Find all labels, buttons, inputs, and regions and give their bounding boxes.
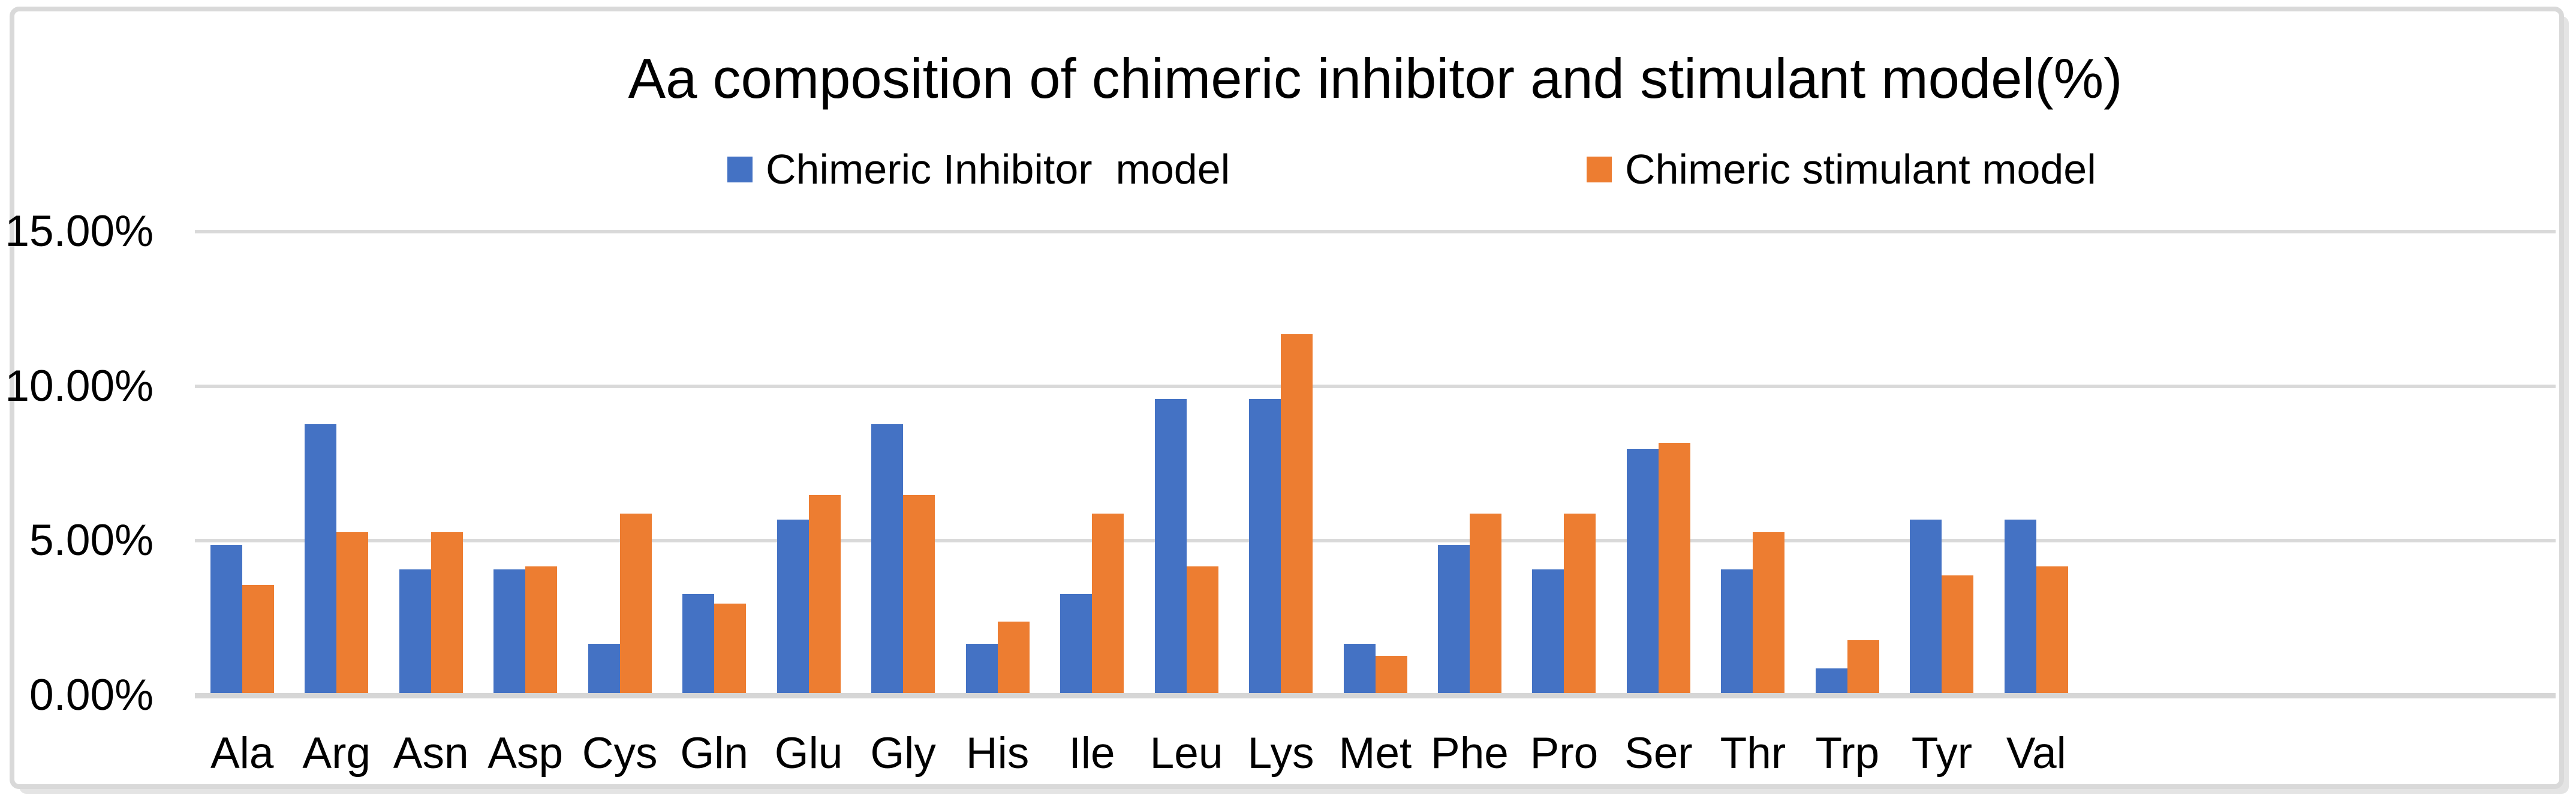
bar-stimulant-asp xyxy=(525,566,558,693)
bar-inhibitor-met xyxy=(1343,643,1376,693)
y-tick-label: 0.00% xyxy=(29,671,154,719)
bar-stimulant-gly xyxy=(903,495,935,693)
bar-stimulant-lys xyxy=(1281,334,1313,693)
x-tick-label: Ile xyxy=(1069,729,1115,778)
x-tick-label: Trp xyxy=(1815,729,1880,778)
x-tick-label: Glu xyxy=(774,729,843,778)
legend-swatch-stimulant-icon xyxy=(1587,156,1612,182)
bar-inhibitor-ser xyxy=(1626,448,1659,693)
x-tick-label: Asn xyxy=(393,729,469,778)
bar-stimulant-thr xyxy=(1753,532,1785,693)
x-tick-label: Pro xyxy=(1530,729,1599,778)
bar-stimulant-arg xyxy=(336,532,369,693)
x-tick-label: Arg xyxy=(302,729,371,778)
bar-inhibitor-phe xyxy=(1437,544,1470,693)
bar-inhibitor-cys xyxy=(588,643,620,693)
legend-item-inhibitor: Chimeric Inhibitor model xyxy=(727,143,1230,196)
x-tick-label: Leu xyxy=(1149,729,1223,778)
chart-title: Aa composition of chimeric inhibitor and… xyxy=(628,47,2123,110)
bar-inhibitor-trp xyxy=(1815,668,1847,693)
x-tick-label: Ala xyxy=(210,729,274,778)
bar-stimulant-asn xyxy=(431,532,463,693)
bar-inhibitor-glu xyxy=(777,520,809,693)
x-axis-line xyxy=(195,693,2556,698)
bar-inhibitor-ala xyxy=(210,544,242,693)
x-tick-label: Thr xyxy=(1720,729,1786,778)
gridline xyxy=(195,539,2556,543)
bar-inhibitor-ile xyxy=(1060,594,1093,693)
legend-item-stimulant: Chimeric stimulant model xyxy=(1587,143,2096,196)
bar-inhibitor-his xyxy=(965,643,998,693)
x-tick-label: Phe xyxy=(1431,729,1509,778)
bar-stimulant-tyr xyxy=(1942,575,1974,693)
bar-inhibitor-arg xyxy=(305,424,337,693)
y-tick-label: 5.00% xyxy=(29,516,154,565)
x-tick-label: Gln xyxy=(680,729,748,778)
x-tick-label: Asp xyxy=(487,729,564,778)
bar-stimulant-phe xyxy=(1469,514,1501,693)
legend-label-inhibitor: Chimeric Inhibitor model xyxy=(766,146,1230,193)
bar-stimulant-ala xyxy=(242,584,274,693)
x-tick-label: Met xyxy=(1338,729,1412,778)
bar-stimulant-val xyxy=(2036,566,2068,693)
x-tick-label: His xyxy=(965,729,1030,778)
gridline xyxy=(195,384,2556,388)
x-tick-label: Gly xyxy=(870,729,936,778)
bar-inhibitor-gln xyxy=(682,594,715,693)
bar-inhibitor-asp xyxy=(493,569,526,693)
bar-inhibitor-leu xyxy=(1154,399,1187,693)
x-tick-label: Val xyxy=(2006,729,2066,778)
bar-stimulant-his xyxy=(997,622,1030,693)
bar-stimulant-glu xyxy=(808,495,841,693)
legend-swatch-inhibitor-icon xyxy=(727,156,753,182)
legend-label-stimulant: Chimeric stimulant model xyxy=(1625,146,2096,193)
bar-inhibitor-thr xyxy=(1721,569,1753,693)
bar-stimulant-cys xyxy=(619,514,652,693)
x-tick-label: Cys xyxy=(582,729,658,778)
bar-inhibitor-gly xyxy=(871,424,904,693)
bar-stimulant-gln xyxy=(714,603,747,693)
bar-inhibitor-asn xyxy=(399,569,431,693)
bar-stimulant-trp xyxy=(1847,640,1879,693)
bar-stimulant-ile xyxy=(1092,514,1124,693)
y-tick-label: 10.00% xyxy=(5,361,154,410)
gridline xyxy=(195,230,2556,234)
bar-inhibitor-val xyxy=(2004,520,2036,693)
y-tick-label: 15.00% xyxy=(5,207,154,256)
x-tick-label: Tyr xyxy=(1911,729,1973,778)
bar-stimulant-pro xyxy=(1564,514,1596,693)
bar-stimulant-leu xyxy=(1186,566,1218,693)
bar-stimulant-ser xyxy=(1658,442,1690,693)
bar-inhibitor-lys xyxy=(1249,399,1281,693)
bar-stimulant-met xyxy=(1375,656,1407,693)
x-tick-label: Lys xyxy=(1247,729,1314,778)
bar-inhibitor-tyr xyxy=(1910,520,1942,693)
bar-inhibitor-pro xyxy=(1532,569,1564,693)
x-tick-label: Ser xyxy=(1624,729,1693,778)
